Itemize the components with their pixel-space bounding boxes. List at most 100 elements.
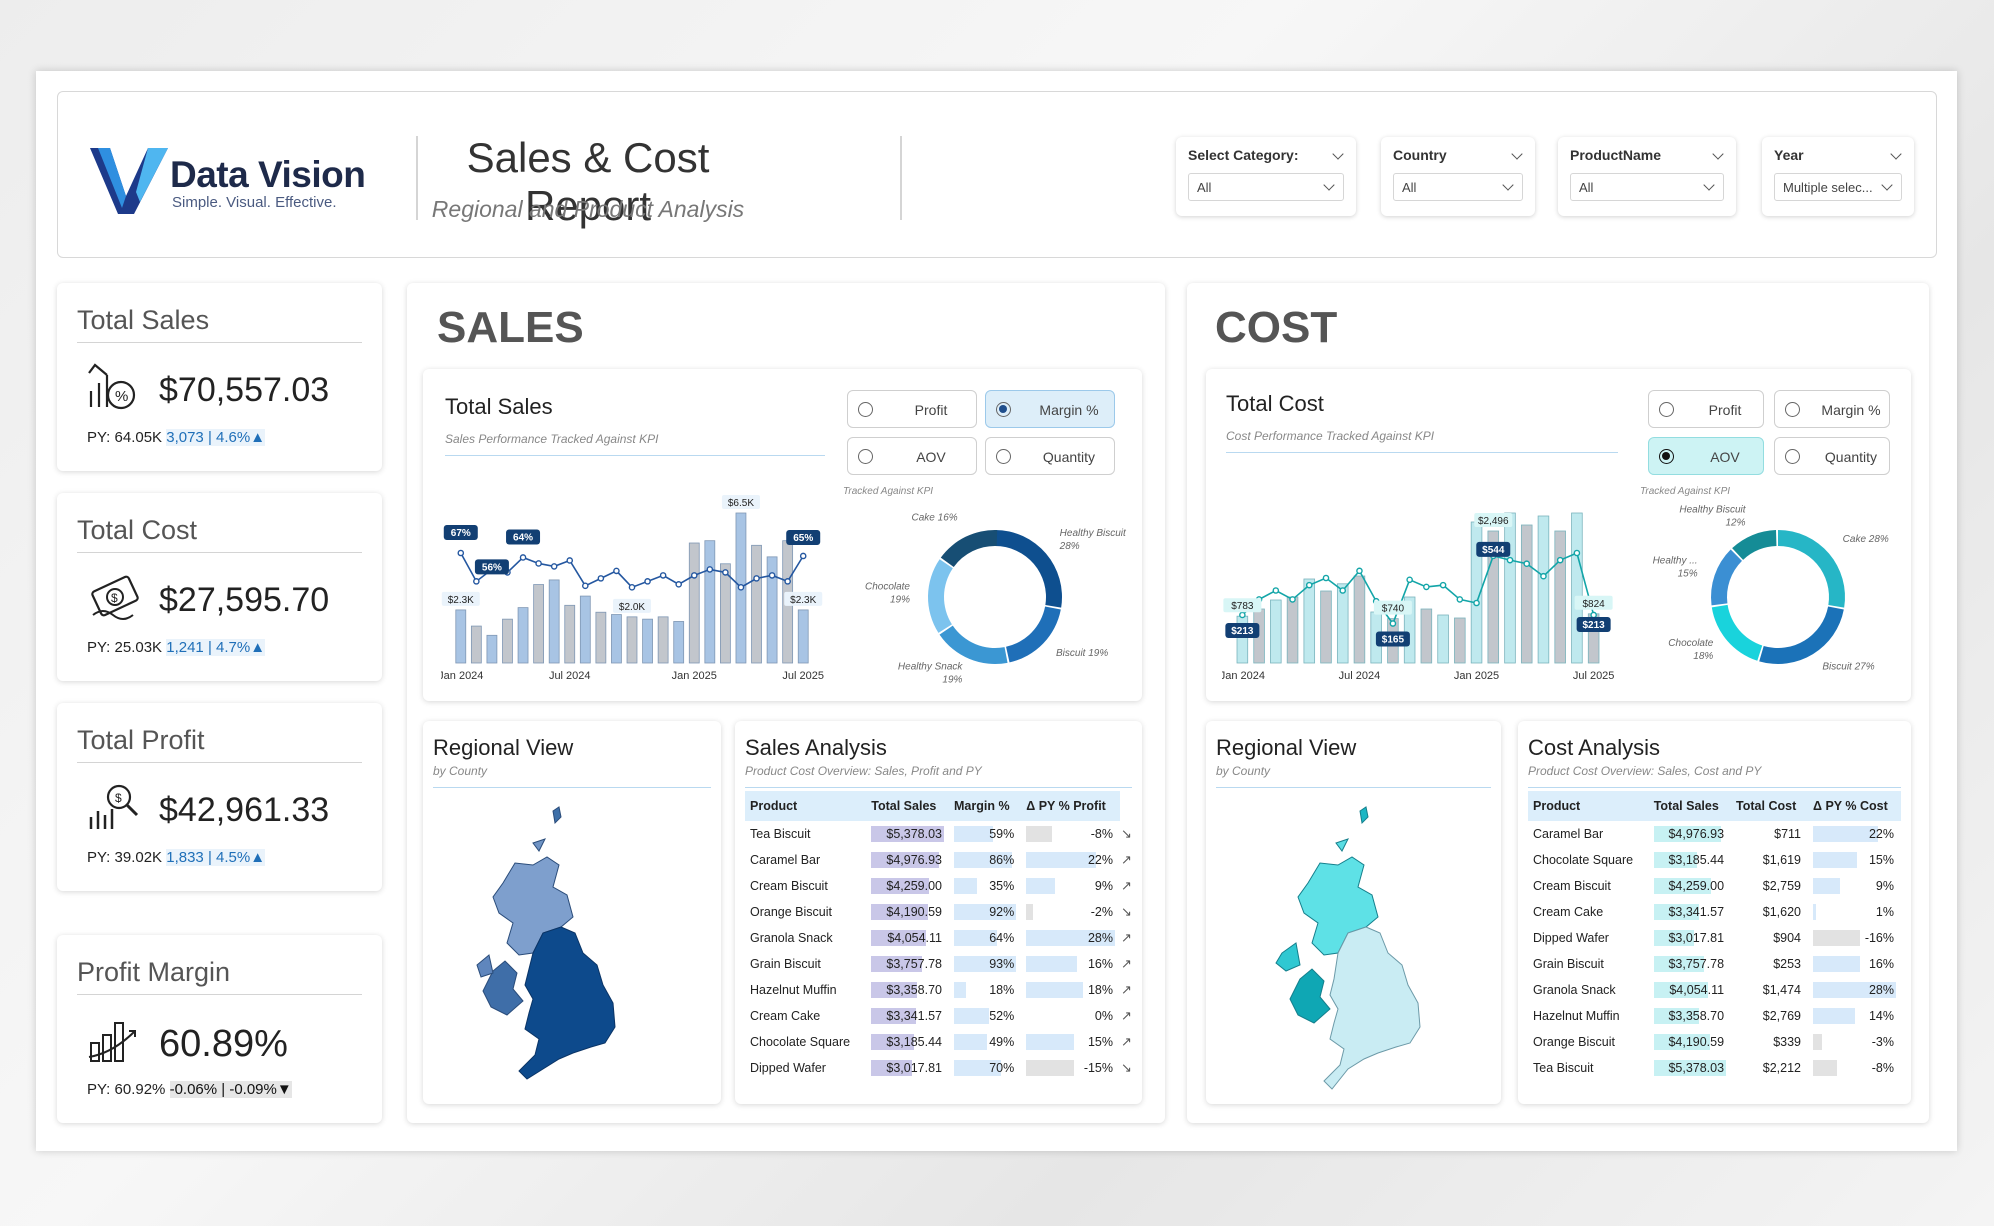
chart-bar bbox=[1420, 608, 1433, 664]
kpi-prior-year: PY: 64.05K 3,073 | 4.6%▲ bbox=[87, 429, 266, 446]
value-cell: $4,259.00 bbox=[1649, 873, 1731, 899]
chevron-down-icon[interactable] bbox=[1502, 179, 1514, 191]
product-cell: Cream Cake bbox=[1533, 905, 1604, 919]
x-tick-label: Jan 2025 bbox=[1454, 670, 1499, 682]
x-tick-label: Jan 2024 bbox=[1222, 670, 1265, 682]
table-row[interactable]: Dipped Wafer $3,017.81 70% -15% ↘ bbox=[745, 1055, 1132, 1081]
radio-icon[interactable] bbox=[858, 449, 873, 464]
data-label-bg bbox=[441, 591, 480, 606]
table-row[interactable]: Chocolate Square $3,185.44 $1,619 15% bbox=[1528, 847, 1901, 873]
table-row[interactable]: Cream Biscuit $4,259.00 $2,759 9% bbox=[1528, 873, 1901, 899]
data-label-bg bbox=[474, 559, 509, 575]
data-label-bg bbox=[506, 529, 541, 545]
radio-icon[interactable] bbox=[858, 402, 873, 417]
category-dropdown[interactable]: All bbox=[1188, 173, 1344, 201]
radio-icon[interactable] bbox=[1785, 449, 1800, 464]
donut-label: Cake 16% bbox=[912, 513, 958, 524]
value-cell: $3,757.78 bbox=[866, 951, 949, 977]
radio-icon[interactable] bbox=[996, 402, 1011, 417]
donut-slice bbox=[1006, 606, 1061, 663]
option-margin[interactable]: Margin % bbox=[1774, 390, 1890, 428]
column-header[interactable]: Total Cost bbox=[1731, 791, 1809, 821]
chart-bar bbox=[1554, 530, 1566, 664]
table-row[interactable]: Cream Cake $3,341.57 52% 0% ↗ bbox=[745, 1003, 1132, 1029]
table-row[interactable]: Grain Biscuit $3,757.78 $253 16% bbox=[1528, 951, 1901, 977]
product-dropdown[interactable]: All bbox=[1570, 173, 1724, 201]
kpi-card-total-profit: Total Profit $ $42,961.33 PY: 39.02K 1,8… bbox=[57, 703, 382, 891]
table-row[interactable]: Caramel Bar $4,976.93 86% 22% ↗ bbox=[745, 847, 1132, 873]
value-cell: 18% bbox=[949, 977, 1021, 1003]
trend-down-icon: ↘ bbox=[1121, 826, 1132, 841]
chart-bar bbox=[533, 584, 544, 664]
year-dropdown[interactable]: Multiple selec... bbox=[1774, 173, 1902, 201]
country-slicer[interactable]: Country All bbox=[1381, 137, 1535, 216]
radio-icon[interactable] bbox=[1785, 402, 1800, 417]
panel-title: Regional View bbox=[1216, 735, 1357, 760]
value-cell: $339 bbox=[1773, 1035, 1802, 1049]
column-header[interactable]: Margin % bbox=[949, 791, 1022, 821]
column-header[interactable]: Δ PY % Cost bbox=[1808, 791, 1901, 821]
value-cell: -3% bbox=[1808, 1029, 1901, 1055]
donut-label: Healthy Biscuit bbox=[1679, 504, 1746, 515]
value-cell: -2% ↘ bbox=[1021, 899, 1132, 925]
trend-up-icon: ↗ bbox=[1121, 930, 1132, 945]
uk-map[interactable] bbox=[463, 803, 683, 1093]
column-header[interactable]: Total Sales bbox=[1648, 791, 1732, 821]
table-row[interactable]: Cream Biscuit $4,259.00 35% 9% ↗ bbox=[745, 873, 1132, 899]
year-slicer[interactable]: Year Multiple selec... bbox=[1762, 137, 1914, 216]
value-cell: $3,017.81 bbox=[866, 1055, 949, 1081]
table-row[interactable]: Tea Biscuit $5,378.03 $2,212 -8% bbox=[1528, 1055, 1901, 1081]
chevron-down-icon[interactable] bbox=[1881, 179, 1893, 191]
chart-bar bbox=[455, 609, 467, 664]
table-row[interactable]: Caramel Bar $4,976.93 $711 22% bbox=[1528, 821, 1901, 847]
chevron-down-icon[interactable] bbox=[1323, 179, 1335, 191]
table-row[interactable]: Orange Biscuit $4,190.59 92% -2% ↘ bbox=[745, 899, 1132, 925]
uk-map[interactable] bbox=[1256, 803, 1476, 1103]
product-slicer[interactable]: ProductName All bbox=[1558, 137, 1736, 216]
value-cell: $4,190.59 bbox=[866, 899, 949, 925]
divider bbox=[900, 136, 902, 220]
chart-point bbox=[690, 572, 698, 579]
table-row[interactable]: Orange Biscuit $4,190.59 $339 -3% bbox=[1528, 1029, 1901, 1055]
value-cell: 93% bbox=[949, 951, 1021, 977]
table-row[interactable]: Tea Biscuit $5,378.03 59% -8% ↘ bbox=[745, 821, 1132, 847]
radio-icon[interactable] bbox=[996, 449, 1011, 464]
option-quantity[interactable]: Quantity bbox=[1774, 437, 1890, 475]
chart-point bbox=[1506, 556, 1514, 564]
table-row[interactable]: Chocolate Square $3,185.44 49% 15% ↗ bbox=[745, 1029, 1132, 1055]
table-row[interactable]: Hazelnut Muffin $3,358.70 $2,769 14% bbox=[1528, 1003, 1901, 1029]
chevron-down-icon[interactable] bbox=[1703, 179, 1715, 191]
option-profit[interactable]: Profit bbox=[847, 390, 977, 428]
slicer-label: Select Category: bbox=[1188, 147, 1299, 163]
sales-combo-chart: Jan 2024 Jul 2024 Jan 2025 Jul 2025 $2.3K $6.… bbox=[441, 495, 824, 682]
chart-point bbox=[1272, 587, 1280, 594]
svg-text:$: $ bbox=[115, 791, 122, 805]
table-row[interactable]: Granola Snack $4,054.11 64% 28% ↗ bbox=[745, 925, 1132, 951]
kpi-card-profit-margin: Profit Margin 60.89% PY: 60.92% -0.06% |… bbox=[57, 935, 382, 1123]
radio-icon[interactable] bbox=[1659, 449, 1674, 464]
table-row[interactable]: Cream Cake $3,341.57 $1,620 1% bbox=[1528, 899, 1901, 925]
radio-icon[interactable] bbox=[1659, 402, 1674, 417]
table-row[interactable]: Dipped Wafer $3,017.81 $904 -16% bbox=[1528, 925, 1901, 951]
category-slicer[interactable]: Select Category: All bbox=[1176, 137, 1356, 216]
chart-point bbox=[1389, 620, 1397, 627]
table-row[interactable]: Grain Biscuit $3,757.78 93% 16% ↗ bbox=[745, 951, 1132, 977]
table-row[interactable]: Granola Snack $4,054.11 $1,474 28% bbox=[1528, 977, 1901, 1003]
option-quantity[interactable]: Quantity bbox=[985, 437, 1115, 475]
donut-label: 19% bbox=[942, 675, 962, 686]
option-profit[interactable]: Profit bbox=[1648, 390, 1764, 428]
chart-point bbox=[799, 552, 807, 560]
column-header[interactable]: Δ PY % Profit bbox=[1021, 791, 1120, 821]
product-cell: Caramel Bar bbox=[750, 853, 821, 867]
option-aov[interactable]: AOV bbox=[1648, 437, 1764, 475]
data-label: $165 bbox=[1382, 635, 1405, 646]
kpi-prior-year: PY: 25.03K 1,241 | 4.7%▲ bbox=[87, 639, 266, 656]
country-dropdown[interactable]: All bbox=[1393, 173, 1523, 201]
option-aov[interactable]: AOV bbox=[847, 437, 977, 475]
option-margin[interactable]: Margin % bbox=[985, 390, 1115, 428]
column-header[interactable]: Product bbox=[1528, 791, 1649, 821]
column-header[interactable]: Total Sales bbox=[866, 791, 949, 821]
column-header[interactable]: Product bbox=[745, 791, 867, 821]
table-row[interactable]: Hazelnut Muffin $3,358.70 18% 18% ↗ bbox=[745, 977, 1132, 1003]
data-label: 67% bbox=[451, 528, 471, 539]
